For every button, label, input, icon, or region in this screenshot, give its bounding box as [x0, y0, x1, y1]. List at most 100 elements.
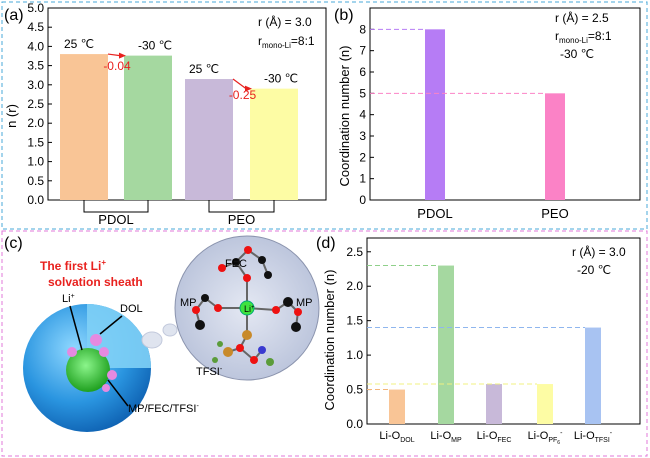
- panel-a-ytick-label: 0.0: [27, 193, 44, 207]
- panel-a-annotation-r: r (Å) = 3.0: [258, 14, 312, 29]
- panel-a-ytick-label: 0.5: [27, 174, 44, 188]
- panel-a: (a) n (r) 0.0 0.5 1.0 1.5 2.0 2.5 3.0 3.5 4.0 4.5…: [4, 1, 327, 227]
- panel-a-group-brackets: PDOL PEO: [83, 200, 275, 227]
- li-label: Li+: [62, 293, 75, 305]
- panel-d-ylabel: Coordination number (n): [322, 270, 337, 411]
- atoms: [192, 246, 302, 366]
- panel-d-bar: [585, 327, 601, 424]
- panel-d-category-label: Li-OPF6-: [528, 430, 564, 446]
- solvent-molecule: [67, 347, 77, 357]
- panel-b-annotation-ratio: rmono-Li=8:1: [555, 29, 612, 45]
- panel-a-group-label: PDOL: [98, 212, 133, 227]
- bottom-panels-border: [1, 230, 648, 457]
- panel-c-title-line2: solvation sheath: [48, 275, 143, 289]
- panel-a-ytick-label: 2.5: [27, 97, 44, 111]
- panel-a-delta-arrow: [232, 78, 247, 90]
- panel-a-yticks: 0.0 0.5 1.0 1.5 2.0 2.5 3.0 3.5 4.0 4.5 5.0: [27, 1, 52, 207]
- panel-b-bars: PDOL PEO: [370, 28, 569, 221]
- panel-b-ytick-label: 7: [359, 44, 366, 58]
- panel-a-annotation-ratio: rmono-Li=8:1: [258, 34, 315, 50]
- panel-a-ytick-label: 1.5: [27, 135, 44, 149]
- panel-b-ytick-label: 8: [359, 22, 366, 36]
- li-pointer: [69, 305, 83, 351]
- panel-a-delta-label: -0.04: [103, 59, 131, 73]
- panel-d-yticks: 0.0 0.5 1.0 1.5 2.0 2.5: [346, 245, 371, 431]
- bubble-tiny: [162, 323, 178, 337]
- panel-b-ytick-label: 1: [359, 172, 366, 186]
- panel-b-ytick-label: 0: [359, 193, 366, 207]
- top-panels-border: [1, 1, 648, 230]
- panel-a-delta-label: -0.25: [229, 88, 257, 102]
- panel-a-bar: [250, 88, 298, 200]
- panel-a-temp-label: 25 ℃: [64, 37, 94, 51]
- panel-d-bar: [486, 384, 502, 424]
- panel-d-ytick-label: 0.0: [346, 417, 363, 431]
- panel-d-annotation-temp: -20 ℃: [577, 263, 611, 277]
- panel-b-yticks: 0 1 2 3 4 5 6 7 8: [359, 22, 374, 207]
- panel-a-temp-label: -30 ℃: [138, 39, 172, 53]
- mp-pointer: [107, 379, 129, 407]
- panel-d-ytick-label: 2.0: [346, 279, 363, 293]
- li-core: [66, 348, 110, 392]
- panel-b-category-label: PEO: [541, 206, 568, 221]
- panel-d-category-label: Li-OMP: [430, 430, 462, 444]
- panel-a-ytick-label: 2.0: [27, 116, 44, 130]
- panel-d-ytick-label: 1.0: [346, 348, 363, 362]
- bubble-small: [141, 331, 163, 349]
- center-li-label: Li+: [244, 304, 255, 314]
- solvent-molecule: [90, 334, 102, 346]
- tfsi-label: TFSI-: [196, 366, 223, 378]
- panel-b-annotation-r: r (Å) = 2.5: [555, 10, 609, 25]
- panel-b-bar: [425, 29, 445, 201]
- panel-a-label: (a): [4, 7, 24, 24]
- panel-b-ytick-label: 5: [359, 86, 366, 100]
- panel-d-frame: [366, 237, 641, 425]
- mp-right-label: MP: [296, 297, 313, 309]
- panel-a-ytick-label: 4.5: [27, 20, 44, 34]
- panel-a-temp-label: 25 ℃: [189, 62, 219, 76]
- panel-d-category-label: Li-OTFSI-: [574, 430, 613, 444]
- panel-d-ytick-label: 2.5: [346, 245, 363, 259]
- panel-a-bracket: [83, 200, 149, 213]
- panel-d-bar: [389, 389, 405, 424]
- panel-d: (d) Coordination number (n) 0.0 0.5 1.0 1.5…: [316, 235, 641, 446]
- panel-b-label: (b): [334, 7, 354, 24]
- panel-b: (b) Coordination number (n) 0 1 2 3 4 5 6 7 8 PD…: [334, 7, 641, 221]
- panel-a-group-label: PEO: [228, 212, 255, 227]
- solvent-molecule: [107, 370, 117, 380]
- panel-b-category-label: PDOL: [417, 206, 452, 221]
- panel-b-frame: [369, 7, 641, 201]
- panel-b-ytick-label: 3: [359, 129, 366, 143]
- panel-a-delta-arrow: [107, 53, 121, 57]
- panel-d-bar: [537, 384, 553, 424]
- solvent-molecule: [102, 384, 110, 392]
- panel-d-bar: [438, 265, 454, 424]
- panel-b-bar: [545, 93, 565, 200]
- panel-a-temp-label: -30 ℃: [264, 72, 298, 86]
- panel-c-title-line1: The first Li+: [40, 258, 106, 273]
- panel-a-ytick-label: 4.0: [27, 39, 44, 53]
- panel-d-ytick-label: 0.5: [346, 383, 363, 397]
- panel-b-ylabel: Coordination number (n): [337, 46, 352, 187]
- panel-b-ytick-label: 2: [359, 150, 366, 164]
- panel-a-bar: [124, 55, 172, 201]
- mp-left-label: MP: [180, 297, 197, 309]
- solvent-molecule: [99, 347, 109, 357]
- panel-d-annotation-r: r (Å) = 3.0: [572, 244, 626, 259]
- panel-a-ytick-label: 5.0: [27, 1, 44, 15]
- panel-a-ytick-label: 3.5: [27, 59, 44, 73]
- panel-a-delta-arrowhead: [245, 85, 252, 92]
- panel-a-bar: [60, 54, 108, 200]
- panel-a-bar: [185, 79, 233, 200]
- mp-fec-tfsi-label: MP/FEC/TFSI-: [128, 403, 199, 415]
- panel-c: (c) The first Li+ solvation sheath: [4, 235, 320, 432]
- panel-b-annotation-temp: -30 ℃: [560, 47, 594, 61]
- panel-a-ytick-label: 3.0: [27, 78, 44, 92]
- panel-a-ytick-label: 1.0: [27, 155, 44, 169]
- dol-label: DOL: [120, 303, 143, 315]
- panel-a-bracket: [208, 200, 275, 213]
- panel-c-label: (c): [4, 235, 23, 252]
- panel-a-delta-arrowhead: [119, 52, 126, 59]
- panel-b-ytick-label: 4: [359, 108, 366, 122]
